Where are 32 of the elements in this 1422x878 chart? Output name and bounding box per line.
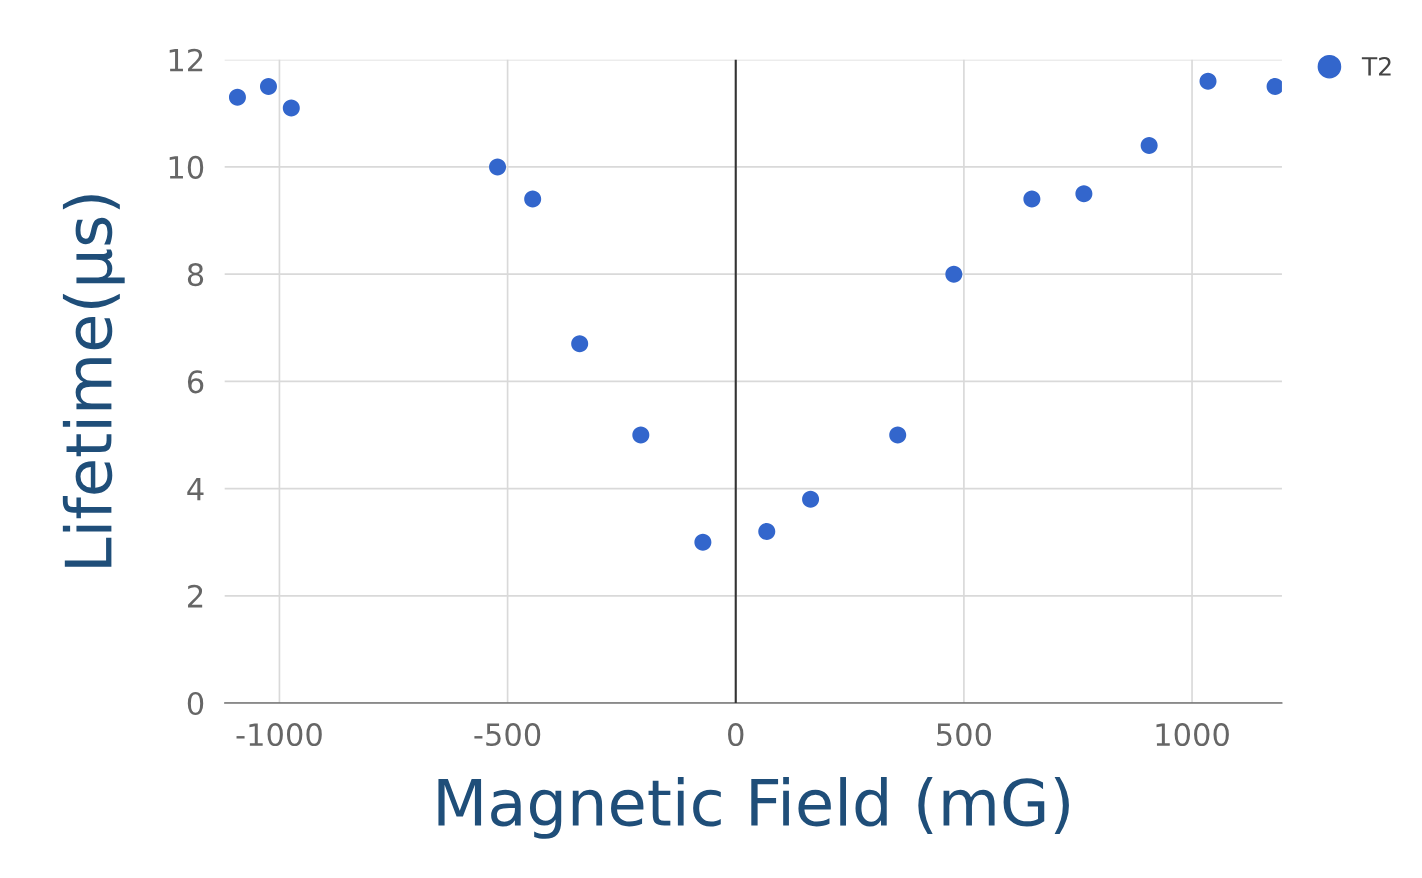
x-tick-label: 500	[937, 723, 992, 747]
point	[259, 78, 277, 96]
point	[1023, 190, 1041, 208]
y-tick-label: 10	[169, 155, 204, 179]
point	[571, 335, 589, 353]
y-axis-title: Lifetime(µs)	[62, 195, 125, 567]
point	[694, 533, 712, 551]
y-tick-label: 12	[169, 48, 203, 72]
y-tick-label: 4	[187, 477, 204, 501]
y-tick-label: 8	[187, 263, 204, 287]
y-tick-label: 6	[187, 370, 204, 394]
point	[282, 99, 300, 117]
point	[524, 190, 542, 208]
point	[1199, 72, 1217, 90]
point	[889, 426, 907, 444]
y-tick-label: 2	[188, 584, 203, 608]
point	[489, 158, 507, 176]
point	[228, 88, 246, 106]
point	[632, 426, 650, 444]
point	[1075, 185, 1093, 203]
x-axis-title: Magnetic Field (mG)	[438, 777, 1069, 839]
x-tick-label: -500	[474, 723, 541, 747]
point	[802, 490, 820, 508]
x-tick-label: -1000	[236, 723, 322, 747]
legend-label: T2	[1361, 56, 1391, 76]
x-tick-label: 0	[728, 723, 744, 747]
x-tick-label: 1000	[1156, 723, 1229, 747]
point	[1140, 136, 1158, 154]
y-tick-label: 0	[187, 691, 204, 716]
point	[758, 522, 776, 540]
point	[1266, 78, 1282, 96]
point	[945, 265, 963, 283]
